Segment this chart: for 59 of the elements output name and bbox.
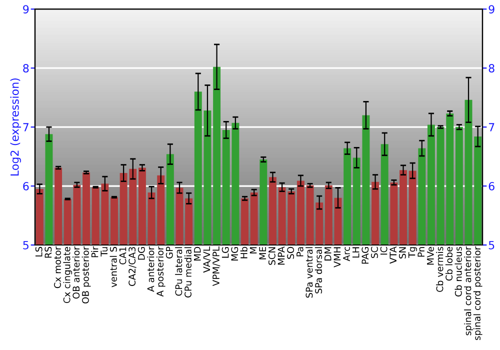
x-tick-label: SN <box>398 247 406 258</box>
x-tick-label: VA/VL <box>203 246 211 273</box>
x-tick-label: LG <box>222 247 229 258</box>
x-tick-label: MPA <box>278 246 285 265</box>
x-tick-label: RS <box>44 246 52 258</box>
x-tick-label: Pir <box>91 246 98 258</box>
y2-tick-label: 5 <box>488 241 494 250</box>
x-tick-label: DM <box>324 247 332 260</box>
x-tick-label: GP <box>166 246 173 259</box>
x-tick-label: SPa dorsal <box>314 247 322 294</box>
y2-tick-label: 9 <box>488 5 494 14</box>
x-tick-label: MD <box>194 246 201 260</box>
x-tick-label: SO <box>287 246 294 259</box>
x-tick-label: ventral S <box>110 246 117 288</box>
x-tick-label: M <box>250 247 257 254</box>
x-tick-label: SC <box>371 246 378 258</box>
x-tick-label: spinal cord anterior <box>464 246 473 336</box>
x-tick-label: CPu lateral <box>175 247 182 296</box>
x-tick-label: Cb vermis <box>436 246 444 292</box>
x-tick-label: A posterior <box>156 246 166 297</box>
y2-tick-label: 8 <box>488 64 494 72</box>
y-axis-title: Log2 (expression) <box>10 78 21 176</box>
x-tick-label: LH <box>352 247 360 258</box>
x-tick-label: OB posterior <box>82 246 91 304</box>
x-tick-label: Cx motor <box>54 246 61 288</box>
x-tick-label: CA1 <box>119 247 126 264</box>
x-tick-label: CA2/CA3 <box>128 247 136 286</box>
x-tick-label: DG <box>138 247 145 260</box>
x-tick-label: A anterior <box>147 246 154 292</box>
y-tick-label: 8 <box>23 64 29 72</box>
x-tick-label: MVe <box>427 246 434 265</box>
x-tick-label: ME <box>259 246 266 260</box>
x-tick-label: PAG <box>362 247 369 264</box>
x-tick-label: LS <box>35 246 42 256</box>
y2-tick-label: 7 <box>488 123 494 132</box>
x-tick-label: Pa <box>296 247 304 256</box>
x-tick-label: IC <box>380 246 388 255</box>
x-tick-label: Cb lobe <box>445 246 453 281</box>
x-tick-label: Pn <box>418 247 424 257</box>
x-tick-label: VTA <box>390 246 396 264</box>
x-tick-label: MG <box>231 247 238 260</box>
x-tick-label: Tg <box>408 247 418 258</box>
x-tick-label: Cx cingulate <box>63 246 72 304</box>
x-tick-label: Hb <box>240 246 248 258</box>
y2-tick-label: 6 <box>488 182 494 190</box>
y-tick-label: 9 <box>23 5 29 14</box>
y-tick-label: 5 <box>23 241 28 250</box>
y-tick-label: 7 <box>23 123 28 132</box>
x-tick-label: OB anterior <box>72 246 80 299</box>
x-tick-label: Cb nucleus <box>454 246 462 296</box>
x-tick-label: SCN <box>268 247 276 265</box>
x-tick-label: Arc <box>343 246 350 262</box>
x-tick-label: SPa ventral <box>306 247 313 298</box>
x-tick-label: Tu <box>100 247 108 256</box>
x-tick-label: VPM/VPL <box>212 246 220 286</box>
x-tick-label: VMH <box>334 247 341 268</box>
x-tick-label: CPu medial <box>184 247 192 298</box>
y-tick-label: 6 <box>23 182 29 190</box>
x-tick-label: spinal cord posterior <box>473 246 482 340</box>
